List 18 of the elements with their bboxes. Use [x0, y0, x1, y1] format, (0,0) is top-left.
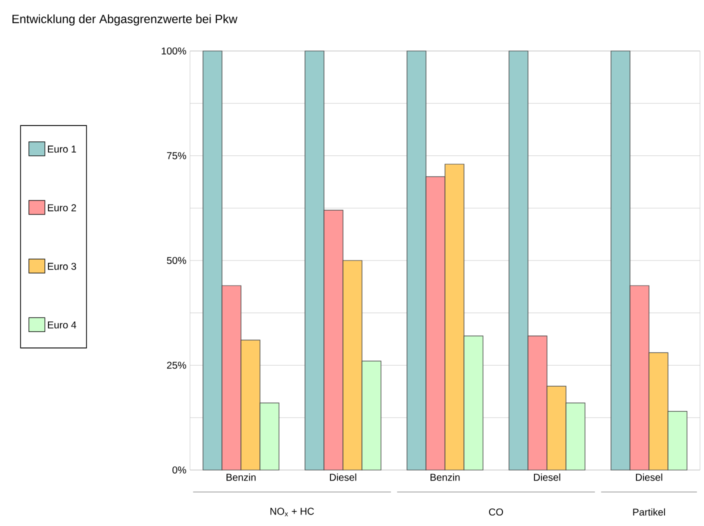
y-tick-label: 75%: [167, 152, 186, 160]
legend-label: Euro 4: [48, 321, 76, 328]
x-tick-label: Diesel: [534, 474, 560, 481]
text: Partikel: [633, 508, 665, 516]
y-tick-label: 25%: [167, 362, 186, 369]
y-tick-label: 50%: [166, 256, 186, 264]
x-tick-label: Diesel: [636, 474, 662, 481]
legend-label: Euro 2: [48, 204, 76, 212]
y-tick-label: 100%: [162, 47, 186, 55]
legend-label: Euro 3: [48, 262, 76, 270]
text: NO$_{x}$ + HC: [270, 508, 314, 516]
x-tick-label: Benzin: [430, 474, 460, 481]
y-tick-label: 0%: [172, 466, 186, 474]
legend-label: Euro 1: [48, 146, 76, 153]
x-tick-label: Diesel: [330, 474, 356, 481]
x-tick-label: Benzin: [226, 474, 256, 481]
text: CO: [489, 508, 504, 516]
chart-title: Entwicklung der Abgasgrenzwerte bei Pkw: [12, 14, 238, 26]
